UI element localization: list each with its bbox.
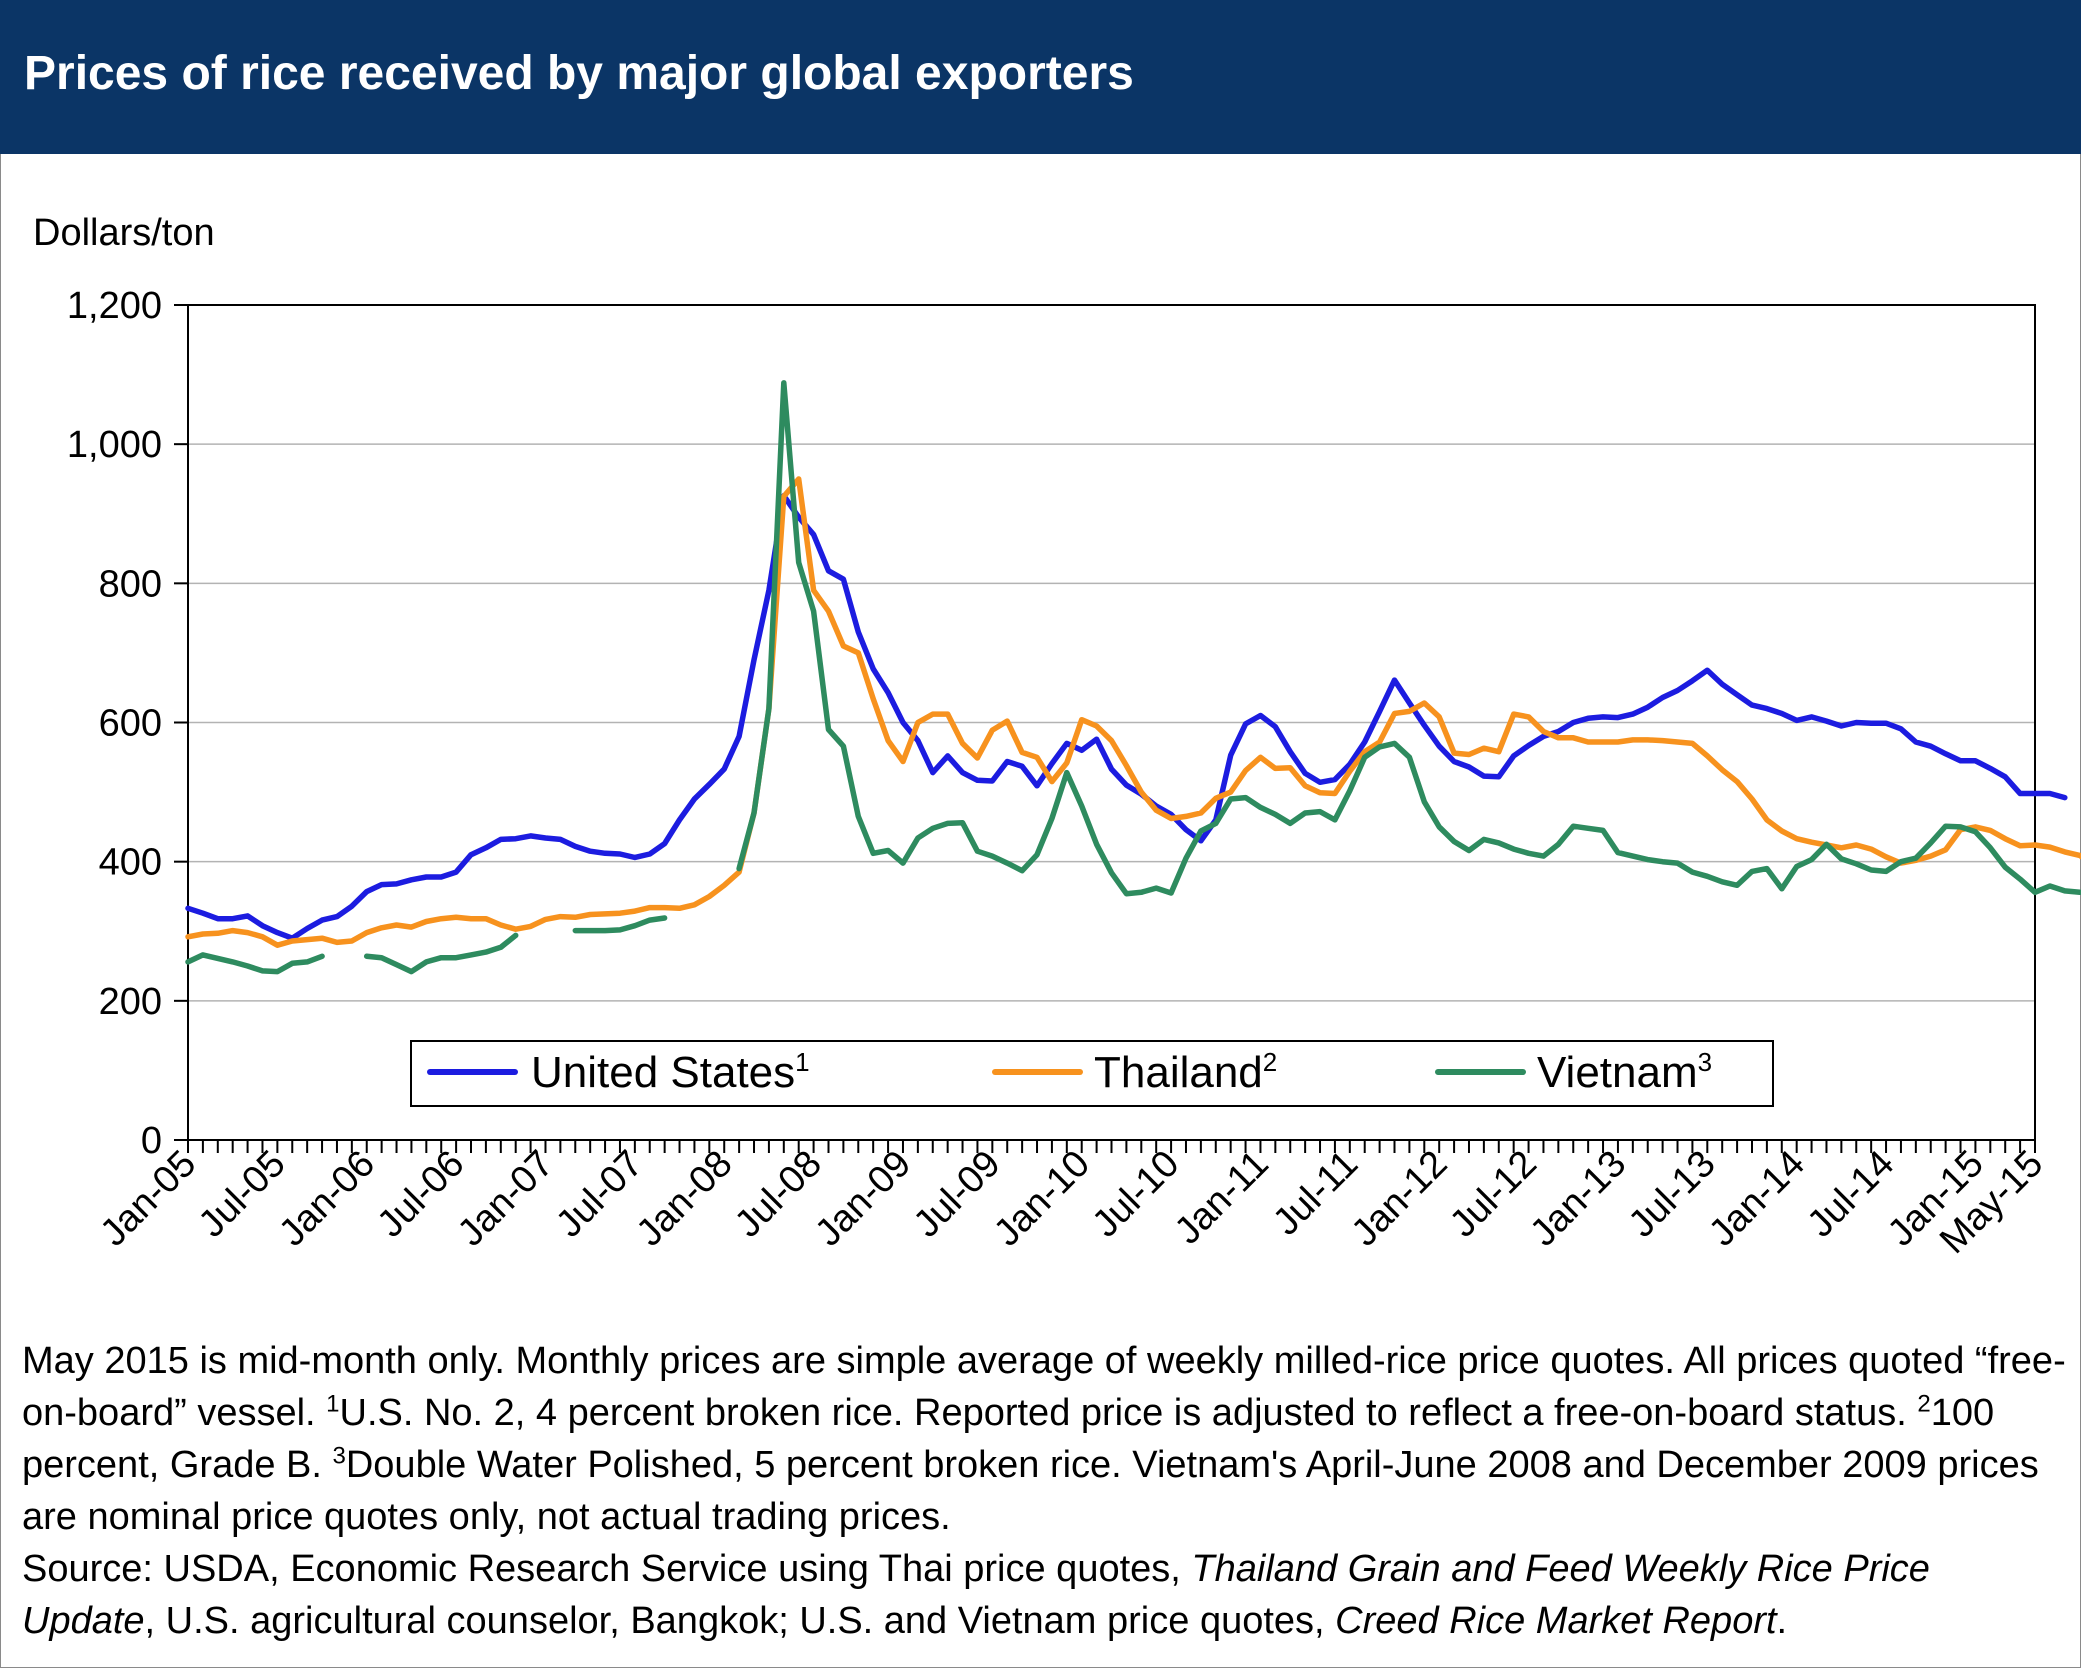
source-publication-2: Creed Rice Market Report xyxy=(1335,1600,1777,1642)
series-line-united-states xyxy=(185,492,2068,941)
legend-label-united-states: United States1 xyxy=(531,1047,810,1097)
y-axis-label: Dollars/ton xyxy=(33,212,215,254)
y-tick-label: 0 xyxy=(141,1120,162,1162)
x-axis: Jan-05Jul-05Jan-06Jul-06Jan-07Jul-07Jan-… xyxy=(92,1140,2051,1262)
chart-title: Prices of rice received by major global … xyxy=(24,47,1134,100)
y-tick-label: 1,000 xyxy=(67,424,162,466)
series-lines xyxy=(185,380,2081,975)
legend-label-vietnam: Vietnam3 xyxy=(1537,1047,1712,1097)
chart-notes: May 2015 is mid-month only. Monthly pric… xyxy=(22,1335,2067,1647)
y-tick-label: 1,200 xyxy=(67,285,162,327)
source-publication-1: Thailand Grain and Feed Weekly Rice Pric… xyxy=(22,1548,1930,1642)
x-tick-label: Jan-07 xyxy=(450,1143,562,1255)
y-tick-label: 400 xyxy=(99,842,162,884)
legend-superscript: 3 xyxy=(1698,1047,1712,1077)
source-text-2: , U.S. agricultural counselor, Bangkok; … xyxy=(144,1600,1336,1642)
x-tick-label: Jan-09 xyxy=(807,1143,919,1255)
legend-label-thailand: Thailand2 xyxy=(1094,1047,1277,1097)
source-text-end: . xyxy=(1776,1600,1788,1642)
x-tick-label: Jan-10 xyxy=(986,1143,1098,1255)
x-tick-label: Jan-12 xyxy=(1344,1143,1456,1255)
x-tick-label: Jan-06 xyxy=(271,1143,383,1255)
x-tick-label: Jan-11 xyxy=(1167,1143,1277,1253)
series-line-vietnam xyxy=(185,380,2081,975)
footnote-text-4: Double Water Polished, 5 percent broken … xyxy=(22,1444,2039,1538)
y-tick-label: 800 xyxy=(99,563,162,605)
title-bar: Prices of rice received by major global … xyxy=(0,0,2081,154)
legend-box xyxy=(410,1040,1774,1107)
footnote-marker-2: 2 xyxy=(1917,1390,1931,1418)
source-text-1: Source: USDA, Economic Research Service … xyxy=(22,1548,1192,1590)
gridlines xyxy=(188,304,2035,1002)
y-tick-label: 200 xyxy=(99,981,162,1023)
footnote-marker-3: 3 xyxy=(332,1442,346,1470)
legend: United States1 Thailand2 Vietnam3 xyxy=(410,1040,1774,1107)
footnote-text-2: U.S. No. 2, 4 percent broken rice. Repor… xyxy=(339,1392,1918,1434)
x-tick-label: Jan-14 xyxy=(1701,1143,1813,1255)
footnotes: May 2015 is mid-month only. Monthly pric… xyxy=(22,1335,2067,1543)
series-line-thailand xyxy=(185,476,2081,948)
source-note: Source: USDA, Economic Research Service … xyxy=(22,1543,2067,1647)
x-tick-label: Jul-10 xyxy=(1085,1143,1188,1246)
legend-superscript: 1 xyxy=(795,1047,809,1077)
x-tick-label: Jan-13 xyxy=(1522,1143,1634,1255)
legend-superscript: 2 xyxy=(1263,1047,1277,1077)
y-tick-label: 600 xyxy=(99,703,162,745)
footnote-marker-1: 1 xyxy=(326,1390,340,1418)
x-tick-label: Jan-08 xyxy=(629,1143,741,1255)
footnote-text-1: May 2015 is mid-month only. Monthly pric… xyxy=(22,1340,2066,1434)
footnote-text-3: 100 percent, Grade B. xyxy=(22,1392,1995,1486)
y-axis: 0 200 400 600 800 1,000 1,200 xyxy=(67,285,188,1162)
